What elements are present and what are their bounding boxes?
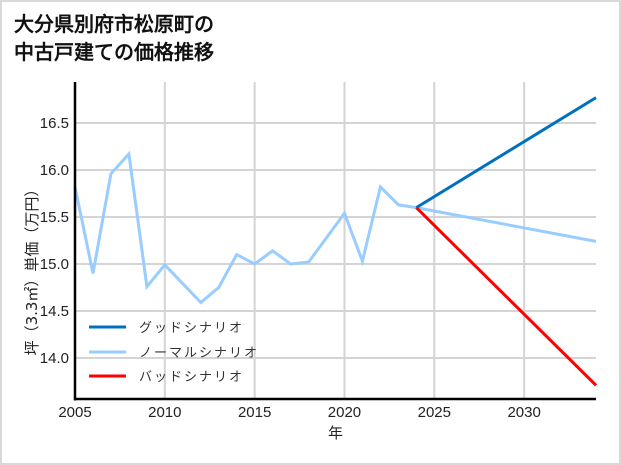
y-tick-label: 14.0	[40, 350, 69, 367]
chart-title-line-1: 大分県別府市松原町の	[14, 12, 214, 36]
x-tick-label: 2020	[328, 404, 361, 421]
series-line-1	[73, 150, 597, 305]
x-tick-label: 2005	[58, 404, 91, 421]
x-tick-label: 2015	[238, 404, 271, 421]
y-axis-label: 坪（3.3㎡）単価（万円）	[23, 182, 41, 356]
y-tick-label: 14.5	[40, 303, 69, 320]
y-tick-label: 15.0	[40, 256, 69, 273]
x-axis-label: 年	[328, 424, 343, 442]
y-tick-label: 15.5	[40, 209, 69, 226]
y-tick-label: 16.0	[40, 162, 69, 179]
legend-label-0: グッドシナリオ	[139, 321, 244, 336]
x-tick-label: 2030	[507, 404, 540, 421]
legend-label-2: バッドシナリオ	[139, 370, 244, 385]
series-line-0	[415, 96, 597, 209]
y-tick-label: 16.5	[40, 115, 69, 132]
series-line-2	[415, 206, 598, 387]
legend-label-1: ノーマルシナリオ	[139, 346, 259, 361]
x-tick-label: 2010	[148, 404, 181, 421]
chart-title: 大分県別府市松原町の 中古戸建ての価格推移	[14, 10, 214, 66]
x-tick-label: 2025	[418, 404, 451, 421]
chart-title-line-2: 中古戸建ての価格推移	[14, 40, 214, 64]
